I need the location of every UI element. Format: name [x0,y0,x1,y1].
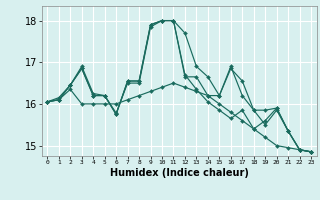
X-axis label: Humidex (Indice chaleur): Humidex (Indice chaleur) [110,168,249,178]
